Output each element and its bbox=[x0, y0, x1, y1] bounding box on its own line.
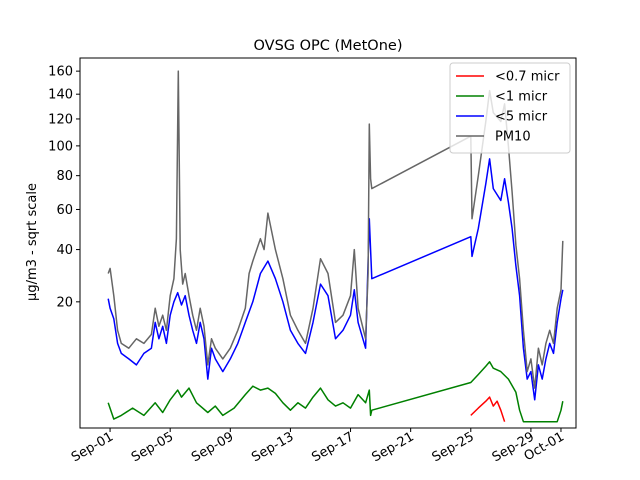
series-line-1 bbox=[107, 361, 564, 423]
y-axis-label: µg/m3 - sqrt scale bbox=[25, 183, 40, 301]
y-tick-label: 140 bbox=[48, 88, 73, 103]
series-layer bbox=[107, 70, 564, 423]
series-line-0 bbox=[470, 396, 506, 422]
y-tick-label: 80 bbox=[56, 169, 73, 184]
plot-frame bbox=[79, 57, 577, 429]
legend-label: <0.7 micr bbox=[495, 70, 560, 85]
y-axis: 20 40 60 80 100 120 140 160 bbox=[48, 65, 80, 310]
legend-label: <5 micr bbox=[495, 110, 548, 125]
series-line-3 bbox=[107, 70, 564, 389]
y-tick-label: 60 bbox=[56, 203, 73, 218]
y-tick-label: 40 bbox=[56, 243, 73, 258]
series-line-2 bbox=[107, 158, 564, 401]
legend-label: PM10 bbox=[495, 130, 531, 145]
legend-label: <1 micr bbox=[495, 90, 548, 105]
y-tick-label: 120 bbox=[48, 112, 73, 127]
y-tick-label: 100 bbox=[48, 139, 73, 154]
legend: <0.7 micr <1 micr <5 micr PM10 bbox=[449, 62, 571, 154]
legend-box bbox=[449, 62, 571, 154]
y-tick-label: 160 bbox=[48, 65, 73, 80]
y-tick-label: 20 bbox=[56, 295, 73, 310]
chart-title: OVSG OPC (MetOne) bbox=[254, 38, 403, 54]
